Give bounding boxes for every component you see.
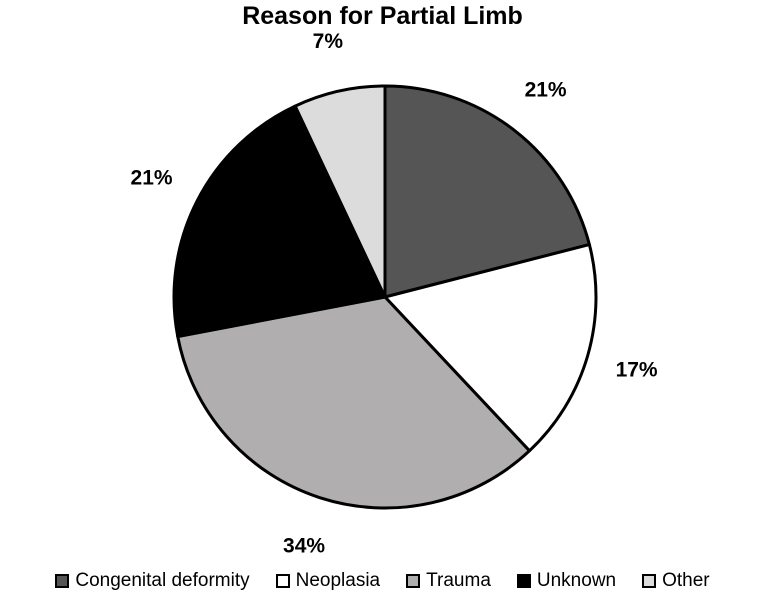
legend-swatch-unknown (516, 574, 531, 588)
slice-label-trauma: 34% (283, 535, 325, 558)
slice-label-neoplasia: 17% (616, 359, 658, 382)
legend-swatch-neoplasia (275, 574, 290, 588)
legend-swatch-congenital-deformity (55, 574, 70, 588)
legend-swatch-other (642, 574, 657, 588)
legend-label-other: Other (662, 570, 710, 591)
pie-chart: 21% 17% 34% 21% 7% (131, 30, 658, 558)
legend-label-neoplasia: Neoplasia (295, 570, 381, 591)
legend-item-other: Other (642, 570, 710, 592)
legend-label-congenital-deformity: Congenital deformity (75, 570, 250, 591)
chart-title: Reason for Partial Limb (242, 2, 523, 30)
pie-slice-trauma (176, 295, 531, 510)
legend-label-unknown: Unknown (536, 570, 617, 591)
legend-swatch-trauma (406, 574, 421, 588)
slice-label-congenital-deformity: 21% (525, 78, 567, 101)
slice-label-unknown: 21% (131, 167, 173, 190)
slice-label-other: 7% (313, 30, 344, 53)
legend: Congenital deformity Neoplasia Trauma Unkno… (0, 569, 765, 593)
pie-slice-congenital-deformity (383, 84, 591, 299)
pie-slice-unknown (172, 104, 387, 339)
pie-slice-neoplasia (383, 243, 598, 453)
legend-item-unknown: Unknown (516, 570, 617, 592)
legend-item-trauma: Trauma (406, 570, 491, 592)
legend-label-trauma: Trauma (426, 570, 491, 591)
pie-slice-other (293, 84, 387, 299)
legend-item-congenital-deformity: Congenital deformity (55, 570, 250, 592)
legend-item-neoplasia: Neoplasia (275, 570, 381, 592)
